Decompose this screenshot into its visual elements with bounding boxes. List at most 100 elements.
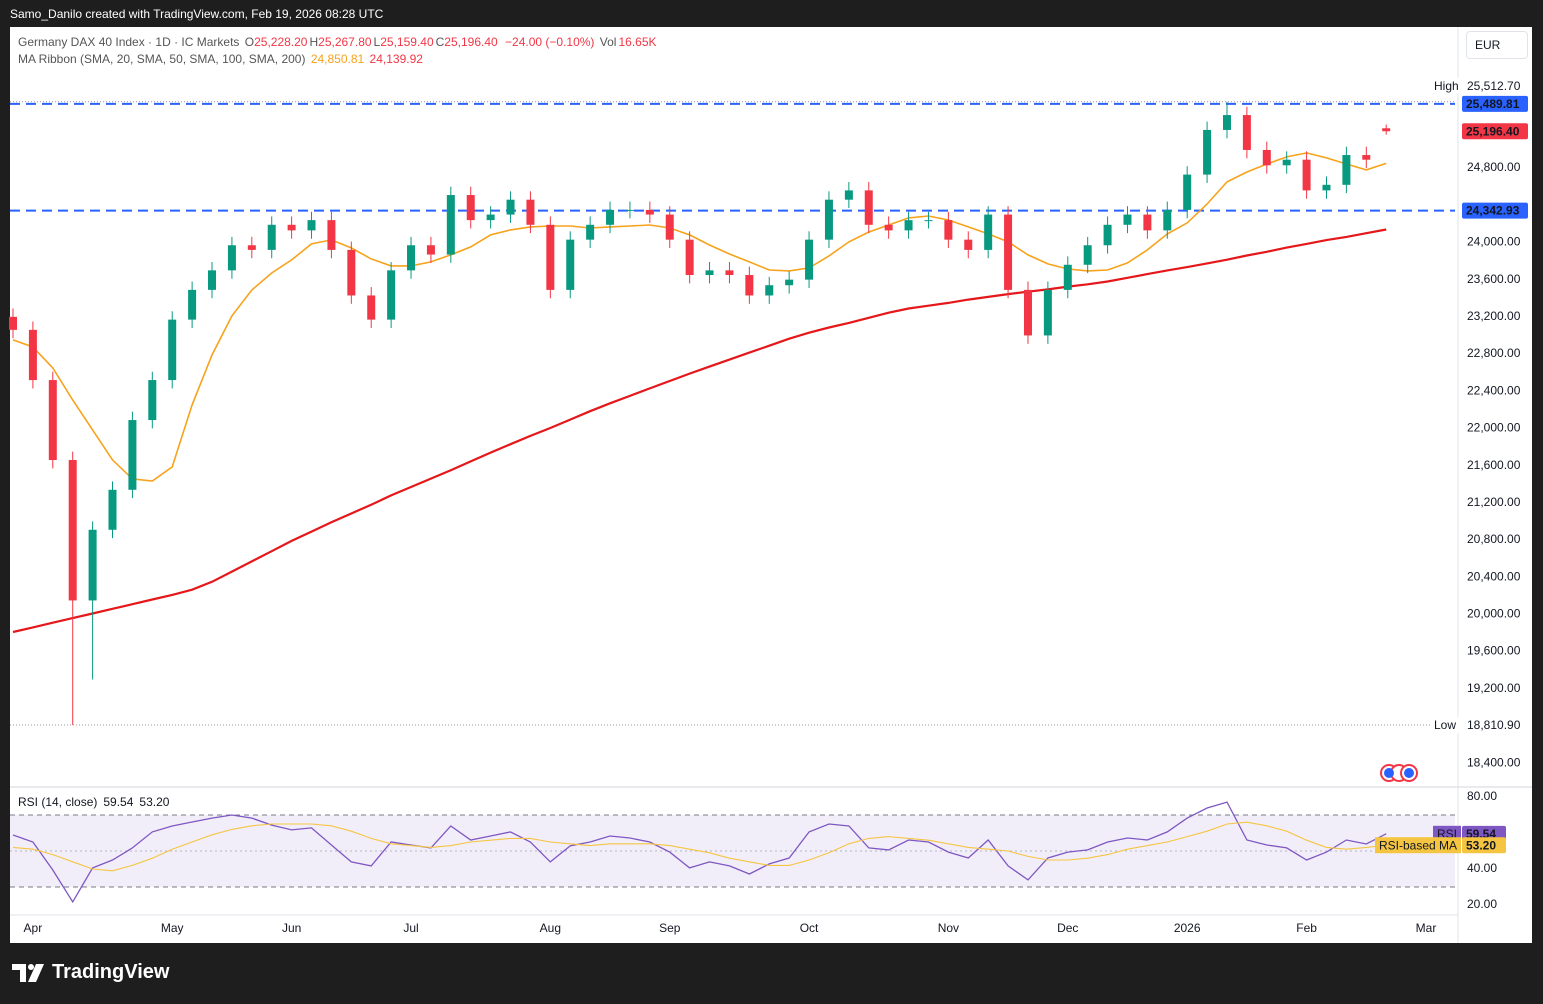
y-tick-label: 40.00 [1467,861,1497,875]
candle-body [785,279,794,286]
candle-body [327,220,336,250]
icon [1384,768,1394,778]
x-tick-label: Nov [938,921,959,935]
last-price-label-box [1462,123,1528,140]
y-tick-label: 20,400.00 [1467,569,1521,583]
legend: Germany DAX 40 Index · 1D · IC Markets O… [18,34,659,68]
ma-label: MA Ribbon (SMA, 20, SMA, 50, SMA, 100, S… [18,52,306,66]
y-tick-label: 20,800.00 [1467,532,1521,546]
candle-body [188,289,197,320]
candle-body [108,489,117,530]
rsi-legend-value: 53.20 [139,795,169,809]
y-tick-label: 22,000.00 [1467,421,1521,435]
x-tick-label: Oct [800,921,819,935]
candle-body [68,460,77,601]
x-tick-label: Aug [540,921,561,935]
logo [12,963,44,982]
legend-row: MA Ribbon (SMA, 20, SMA, 50, SMA, 100, S… [18,51,659,68]
candle-body [1242,115,1251,150]
ohlc-key: H [309,35,319,49]
candle-body [546,224,555,290]
y-tick-label: 22,800.00 [1467,346,1521,360]
level-label: 25,489.81 [1466,97,1520,111]
candle-body [805,239,814,280]
candle-body [645,209,654,215]
candle-body [904,220,913,231]
candle-body [48,380,57,461]
candle-body [1203,129,1212,175]
candle-body [745,275,754,296]
moving-average [12,228,1387,634]
candle-body [1123,214,1132,225]
change: −24.00 (−0.10%) [505,35,595,49]
candle-body [685,239,694,276]
logo-shape [12,963,26,982]
candle-body [9,316,17,330]
ohlc-value: 25,228.20 [254,35,308,49]
icon [1404,768,1414,778]
candle-body [984,214,993,250]
rsi-line [12,801,1387,904]
candle-body [506,199,515,215]
series-value-box [1462,837,1506,854]
candle-body [1163,209,1172,231]
x-tick-label: May [161,921,184,935]
logo-shape [28,963,34,970]
level-label-box [1462,95,1528,112]
candle-body [446,195,455,255]
candle-body [1222,115,1231,130]
series-name: RSI-based MA [1379,838,1457,852]
candle-body [88,529,97,601]
candle-body [1302,159,1311,191]
candle-body [1382,128,1391,132]
ohlc-value: 25,159.40 [380,35,434,49]
candle-body [725,270,734,276]
y-tick-label: 23,200.00 [1467,309,1521,323]
candle-body [367,295,376,320]
candle-body [765,285,774,296]
currency-button[interactable]: EUR [1466,31,1528,59]
candle-body [307,220,316,231]
x-tick-label: Feb [1296,921,1317,935]
candle-body [566,239,575,290]
candle-body [267,224,276,250]
candle-body [1362,155,1371,160]
indicator-icons [1380,764,1418,782]
symbol: Germany DAX 40 Index · 1D · IC Markets [18,35,240,49]
candle-body [1043,289,1052,336]
extreme-box [1430,77,1528,94]
extreme-box [1430,716,1528,733]
y-tick-label: 24,800.00 [1467,160,1521,174]
candle-body [1103,224,1112,246]
candle-body [426,245,435,255]
y-tick-label: 21,200.00 [1467,495,1521,509]
y-tick-label: 22,400.00 [1467,383,1521,397]
candle-body [1143,214,1152,231]
ohlc-value: 25,267.80 [318,35,372,49]
candle-body [844,190,853,200]
y-tick-label: 24,000.00 [1467,235,1521,249]
candle-body [227,245,236,271]
series-value: 53.20 [1466,838,1496,852]
last-price-label: 25,196.40 [1466,124,1520,138]
candle-body [148,380,157,421]
ohlc-key: O [244,35,255,49]
candle-body [665,214,674,240]
y-tick-label: 23,600.00 [1467,272,1521,286]
candle-body [625,209,634,211]
extreme-value: 25,512.70 [1467,79,1521,93]
candle-body [964,239,973,250]
ohlc-key: L [373,35,381,49]
volume-key: Vol [599,35,617,49]
x-tick-label: Dec [1057,921,1078,935]
extreme-text: High [1434,79,1459,93]
candle-body [944,220,953,240]
candle-body [347,249,356,296]
candle-body [824,199,833,240]
ohlc-value: 25,196.40 [444,35,498,49]
candle-body [1322,184,1331,191]
x-tick-label: Sep [659,921,681,935]
legend-row: Germany DAX 40 Index · 1D · IC Markets O… [18,34,659,51]
